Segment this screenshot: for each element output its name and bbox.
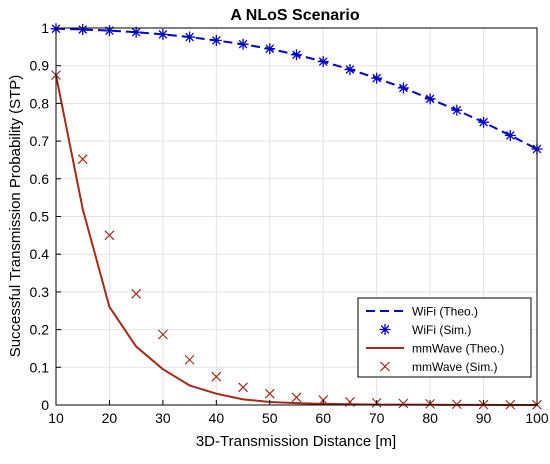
data-point — [397, 82, 409, 94]
data-point — [157, 329, 168, 340]
legend-item: mmWave (Sim.) — [380, 360, 498, 374]
y-axis-label: Successful Transmission Probability (STP… — [7, 75, 24, 358]
data-point — [237, 38, 249, 50]
data-point — [291, 392, 302, 403]
x-tick-label: 70 — [369, 410, 385, 426]
y-tick-label: 0.7 — [30, 133, 50, 149]
legend: WiFi (Theo.) WiFi (Sim.) mmWave (Theo.) mmW… — [357, 297, 532, 378]
x-tick-label: 50 — [262, 410, 278, 426]
data-point — [344, 63, 356, 75]
x-tick-label: 100 — [525, 410, 549, 426]
legend-label: WiFi (Theo.) — [412, 305, 478, 319]
x-tick-label: 80 — [422, 410, 438, 426]
data-point — [424, 93, 436, 105]
chart-title: A NLoS Scenario — [230, 7, 359, 24]
data-point — [77, 24, 89, 36]
y-tick-label: 0.9 — [30, 58, 50, 74]
legend-marker — [380, 361, 390, 372]
data-point — [478, 116, 490, 128]
data-point — [103, 25, 115, 37]
data-point — [371, 72, 383, 84]
legend-label: mmWave (Sim.) — [412, 360, 498, 374]
data-point — [184, 31, 196, 43]
y-tick-label: 0.1 — [30, 359, 50, 375]
data-point — [130, 26, 142, 38]
legend-marker — [379, 324, 391, 335]
x-tick-label: 90 — [476, 410, 492, 426]
data-point — [264, 388, 275, 399]
y-tick-label: 0.4 — [30, 246, 50, 262]
data-point — [157, 28, 169, 40]
data-point — [211, 371, 222, 382]
data-point — [504, 129, 516, 141]
tick-layer: 10 20 30 40 50 60 70 80 90 100 0 0.1 0.2 0.3 0.4 0.5 0.6… — [30, 20, 549, 426]
series-wifi-sim — [50, 23, 543, 155]
x-axis-label: 3D-Transmission Distance [m] — [196, 433, 396, 450]
data-point — [317, 56, 329, 68]
data-point — [238, 382, 248, 393]
x-tick-label: 10 — [48, 410, 64, 426]
data-point — [398, 398, 409, 409]
legend-item: WiFi (Sim.) — [379, 323, 471, 337]
x-tick-label: 60 — [315, 410, 331, 426]
x-tick-label: 30 — [155, 410, 171, 426]
data-point — [131, 288, 142, 299]
data-point — [77, 154, 88, 165]
y-tick-label: 0 — [41, 397, 49, 413]
data-point — [104, 230, 115, 241]
x-tick-label: 20 — [102, 410, 118, 426]
legend-item: mmWave (Theo.) — [366, 342, 504, 356]
data-point — [210, 34, 222, 46]
legend-item: WiFi (Theo.) — [366, 305, 478, 319]
data-point — [264, 43, 276, 55]
y-tick-label: 0.8 — [30, 95, 50, 111]
x-tick-label: 40 — [209, 410, 225, 426]
y-tick-label: 0.6 — [30, 171, 50, 187]
data-point — [184, 354, 195, 365]
y-tick-label: 0.3 — [30, 284, 50, 300]
y-tick-label: 0.2 — [30, 322, 50, 338]
y-tick-label: 0.5 — [30, 209, 50, 225]
y-tick-label: 1 — [41, 20, 49, 36]
series-wifi-theo — [55, 27, 538, 150]
legend-items: WiFi (Theo.) WiFi (Sim.) mmWave (Theo.) mmW… — [366, 305, 504, 374]
data-point — [451, 104, 463, 116]
legend-label: WiFi (Sim.) — [412, 323, 471, 337]
series-line — [55, 27, 538, 150]
legend-label: mmWave (Theo.) — [412, 342, 504, 356]
data-point — [291, 49, 302, 61]
data-point — [451, 399, 462, 410]
